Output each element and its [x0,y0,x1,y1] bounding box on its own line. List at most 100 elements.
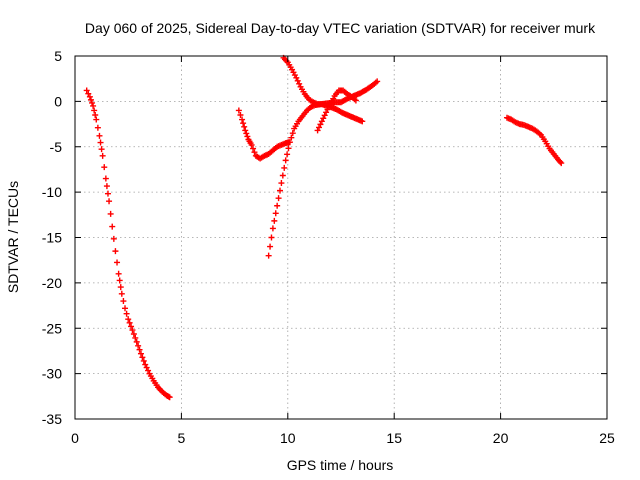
data-point [92,111,99,118]
data-point [94,124,101,131]
series-5 [314,87,359,134]
data-point [275,195,282,202]
data-point [557,158,564,165]
data-point [115,270,122,277]
x-tick-label: 10 [280,430,296,446]
data-point [284,151,291,158]
data-point [86,93,93,100]
data-point [240,120,247,127]
y-tick-label: 0 [54,93,62,109]
y-tick-label: -20 [42,275,62,291]
data-point [83,87,90,94]
data-point [248,141,255,148]
x-tick-label: 15 [386,430,402,446]
data-point [558,160,565,167]
data-point [102,175,109,182]
data-point [114,259,121,266]
x-tick-label: 0 [71,430,79,446]
data-point [129,327,136,334]
data-point [109,223,116,230]
data-point [101,164,108,171]
data-point [110,235,117,242]
data-point [235,107,242,114]
data-point [374,78,381,85]
x-tick-label: 5 [178,430,186,446]
data-point [87,96,94,103]
y-tick-label: -25 [42,320,62,336]
series-2 [235,107,292,162]
data-point [276,187,283,194]
data-point [98,146,105,153]
x-tick-label: 25 [599,430,615,446]
data-point [106,198,113,205]
data-point [359,118,366,125]
y-tick-label: -35 [42,411,62,427]
data-point [126,319,133,326]
data-point [265,252,272,259]
data-point [96,132,103,139]
data-point [267,243,274,250]
data-point [166,394,173,401]
data-point [242,127,249,134]
series-6 [503,114,565,167]
data-point [320,115,327,122]
data-point [118,290,125,297]
data-point [132,334,139,341]
data-point [314,127,321,134]
data-point [107,210,114,217]
y-axis-label: SDTVAR / TECUs [5,181,21,293]
data-point [317,121,324,128]
data-point [145,367,152,374]
data-point [294,77,301,84]
data-point [237,111,244,118]
data-point [103,183,110,190]
axis-ticks: 0 5 10 15 20 25 -35 -30 -25 -20 -15 -10 -5 0 5 [42,48,615,446]
data-point [272,210,279,217]
data-point [97,139,104,146]
data-point [93,116,100,123]
x-axis-label: GPS time / hours [287,457,394,473]
data-point [130,330,137,337]
data-point [288,134,295,141]
data-point [352,97,359,104]
data-points [83,54,565,401]
data-point [268,234,275,241]
data-point [274,202,281,209]
data-point [321,112,328,119]
data-point [286,139,293,146]
data-point [244,133,251,140]
data-point [125,316,132,323]
data-point [279,172,286,179]
data-point [137,350,144,357]
data-point [250,145,257,152]
data-point [123,310,130,317]
data-point [142,361,149,368]
data-point [116,277,123,284]
data-point [282,157,289,164]
y-tick-label: -30 [42,366,62,382]
data-point [90,102,97,109]
data-point [120,298,127,305]
data-point [269,225,276,232]
data-point [140,357,147,364]
data-point [251,149,258,156]
data-point [281,164,288,171]
data-point [122,305,129,312]
data-point [133,338,140,345]
series-4 [280,54,366,125]
data-point [136,346,143,353]
data-point [135,342,142,349]
data-point [128,323,135,330]
data-point [89,99,96,106]
data-point [318,118,325,125]
y-tick-label: -15 [42,230,62,246]
series-1 [83,87,173,401]
data-point [293,74,300,81]
chart-title: Day 060 of 2025, Sidereal Day-to-day VTE… [85,20,596,36]
data-point [289,130,296,137]
y-tick-label: 5 [54,48,62,64]
data-point [85,90,92,97]
y-tick-label: -5 [50,139,63,155]
data-point [271,217,278,224]
